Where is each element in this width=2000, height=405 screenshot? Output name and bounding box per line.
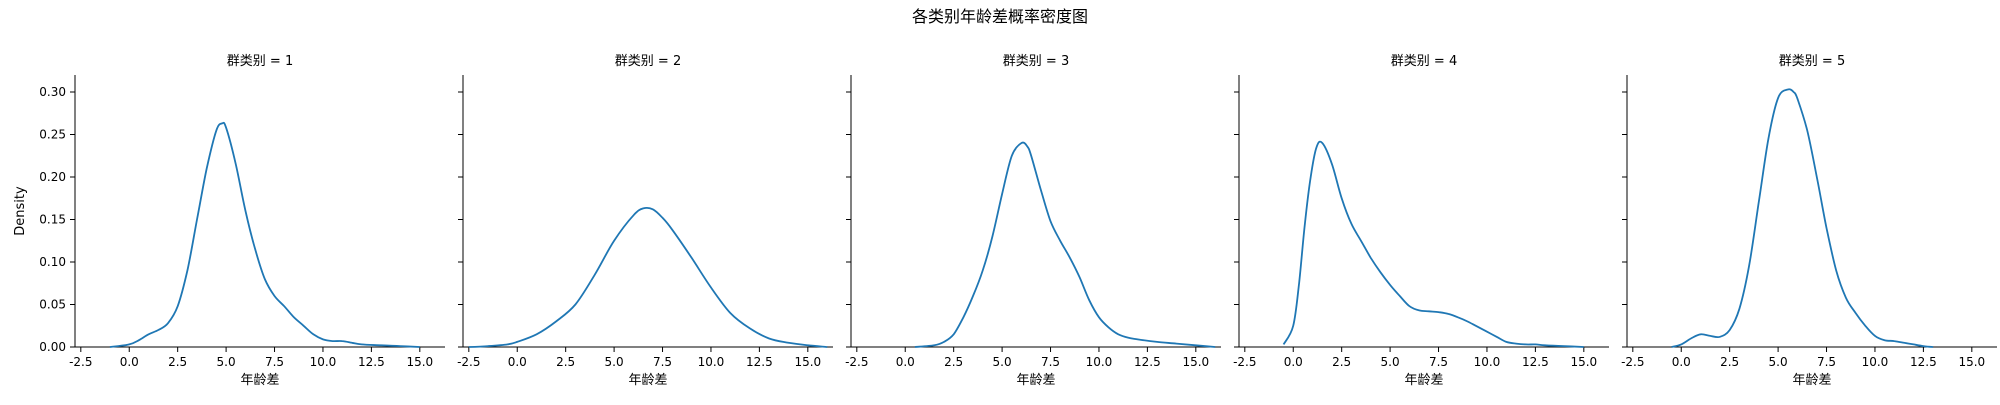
x-tick-label: -2.5 bbox=[845, 355, 868, 369]
y-axis-label: Density bbox=[13, 186, 28, 236]
x-tick-label: 7.5 bbox=[1429, 355, 1448, 369]
panels-layer: 群类别 = 1 -2.5 0.0 2.5 5.0 7.5 10.0 12.5 15.0 0.00 0… bbox=[13, 54, 1997, 388]
x-tick-label: 2.5 bbox=[168, 355, 187, 369]
y-tick-label: 0.15 bbox=[39, 213, 66, 227]
x-tick-label: 15.0 bbox=[1570, 355, 1597, 369]
x-axis-label: 年龄差 bbox=[240, 373, 279, 388]
x-tick-label: 12.5 bbox=[358, 355, 385, 369]
x-tick-label: 2.5 bbox=[1720, 355, 1739, 369]
x-tick-label: 15.0 bbox=[1958, 355, 1985, 369]
x-tick-label: 5.0 bbox=[217, 355, 236, 369]
x-tick-label: 2.5 bbox=[556, 355, 575, 369]
x-axis-label: 年龄差 bbox=[628, 373, 667, 388]
x-tick-label: 12.5 bbox=[1910, 355, 1937, 369]
x-tick-label: 10.0 bbox=[1862, 355, 1889, 369]
y-tick-label: 0.30 bbox=[39, 85, 66, 99]
x-tick-label: 0.0 bbox=[896, 355, 915, 369]
x-tick-label: 12.5 bbox=[746, 355, 773, 369]
x-tick-label: 0.0 bbox=[1672, 355, 1691, 369]
y-tick-label: 0.10 bbox=[39, 255, 66, 269]
x-tick-label: 5.0 bbox=[605, 355, 624, 369]
x-tick-label: -2.5 bbox=[1621, 355, 1644, 369]
x-axis-label: 年龄差 bbox=[1792, 373, 1831, 388]
panel-title: 群类别 = 2 bbox=[615, 54, 681, 69]
x-tick-label: 15.0 bbox=[1182, 355, 1209, 369]
density-curve bbox=[1671, 88, 1934, 348]
x-tick-label: 15.0 bbox=[794, 355, 821, 369]
x-axis-label: 年龄差 bbox=[1016, 373, 1055, 388]
facet-panel: 群类别 = 4 -2.5 0.0 2.5 5.0 7.5 10.0 12.5 15.0 年龄差 bbox=[1233, 54, 1609, 388]
facet-panel: 群类别 = 2 -2.5 0.0 2.5 5.0 7.5 10.0 12.5 15.0 年龄差 bbox=[457, 54, 833, 388]
x-tick-label: 0.0 bbox=[508, 355, 527, 369]
panel-title: 群类别 = 3 bbox=[1003, 54, 1069, 69]
x-tick-label: 7.5 bbox=[1817, 355, 1836, 369]
x-tick-label: 10.0 bbox=[310, 355, 337, 369]
x-tick-label: 0.0 bbox=[1284, 355, 1303, 369]
facet-panel: 群类别 = 5 -2.5 0.0 2.5 5.0 7.5 10.0 12.5 15.0 年龄差 bbox=[1621, 54, 1997, 388]
density-curve bbox=[468, 206, 828, 348]
facet-panel: 群类别 = 1 -2.5 0.0 2.5 5.0 7.5 10.0 12.5 15.0 0.00 0… bbox=[13, 54, 445, 388]
y-tick-label: 0.05 bbox=[39, 298, 66, 312]
x-tick-label: 7.5 bbox=[1041, 355, 1060, 369]
facet-panel: 群类别 = 3 -2.5 0.0 2.5 5.0 7.5 10.0 12.5 15.0 年龄差 bbox=[845, 54, 1221, 388]
x-tick-label: 10.0 bbox=[698, 355, 725, 369]
x-tick-label: 10.0 bbox=[1086, 355, 1113, 369]
density-curve bbox=[1282, 140, 1584, 348]
figure-title: 各类别年龄差概率密度图 bbox=[912, 7, 1088, 26]
x-tick-label: 7.5 bbox=[265, 355, 284, 369]
x-tick-label: -2.5 bbox=[69, 355, 92, 369]
panel-title: 群类别 = 4 bbox=[1391, 54, 1457, 69]
panel-title: 群类别 = 1 bbox=[227, 54, 293, 69]
density-curve bbox=[914, 141, 1216, 348]
panel-title: 群类别 = 5 bbox=[1779, 54, 1845, 69]
x-tick-label: 5.0 bbox=[1769, 355, 1788, 369]
x-tick-label: 10.0 bbox=[1474, 355, 1501, 369]
x-tick-label: 12.5 bbox=[1522, 355, 1549, 369]
x-tick-label: 5.0 bbox=[1381, 355, 1400, 369]
x-tick-label: -2.5 bbox=[1233, 355, 1256, 369]
x-tick-label: 5.0 bbox=[993, 355, 1012, 369]
x-tick-label: 12.5 bbox=[1134, 355, 1161, 369]
density-curve bbox=[109, 121, 420, 348]
x-tick-label: 7.5 bbox=[653, 355, 672, 369]
y-tick-label: 0.00 bbox=[39, 340, 66, 354]
x-axis-label: 年龄差 bbox=[1404, 373, 1443, 388]
y-tick-label: 0.20 bbox=[39, 170, 66, 184]
x-tick-label: 2.5 bbox=[944, 355, 963, 369]
x-tick-label: -2.5 bbox=[457, 355, 480, 369]
x-tick-label: 15.0 bbox=[406, 355, 433, 369]
x-tick-label: 0.0 bbox=[120, 355, 139, 369]
y-tick-label: 0.25 bbox=[39, 128, 66, 142]
x-tick-label: 2.5 bbox=[1332, 355, 1351, 369]
